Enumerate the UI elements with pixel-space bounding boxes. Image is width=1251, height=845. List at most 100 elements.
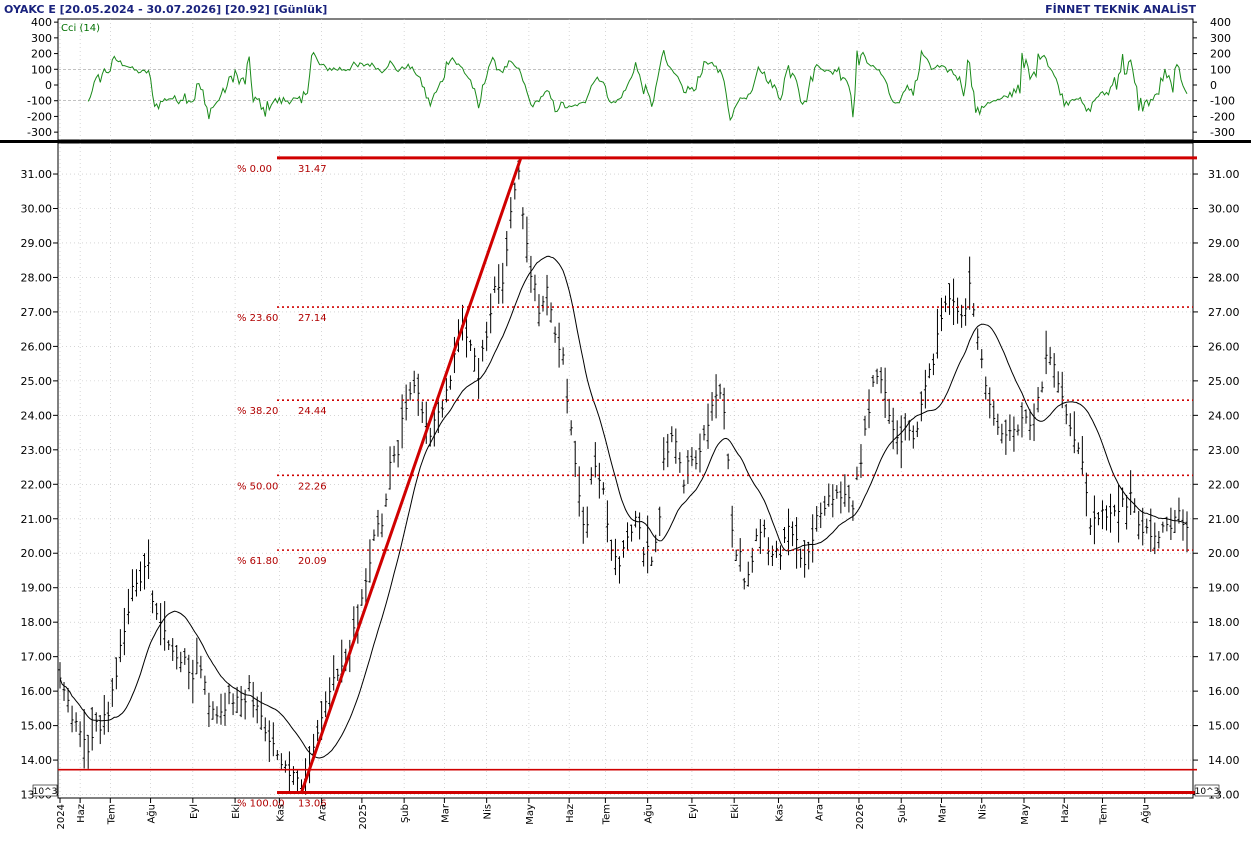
price-tick-label-right: 22.00 <box>1208 478 1240 491</box>
indicator-tick-label-left: -100 <box>27 95 52 108</box>
price-tick-label-right: 23.00 <box>1208 444 1240 457</box>
price-tick-label-right: 19.00 <box>1208 582 1240 595</box>
price-tick-label-left: 28.00 <box>21 271 53 284</box>
indicator-tick-label-right: -300 <box>1210 126 1235 139</box>
x-tick-label: Haz <box>565 804 576 823</box>
price-tick-label-left: 21.00 <box>21 513 53 526</box>
moving-average-line <box>59 255 1188 759</box>
x-tick-label: Eyl <box>688 804 699 819</box>
price-tick-label-right: 24.00 <box>1208 409 1240 422</box>
price-tick-label-right: 29.00 <box>1208 237 1240 250</box>
price-tick-label-left: 18.00 <box>21 616 53 629</box>
fib-value-label: 13.06 <box>298 798 327 809</box>
scale-badge-left: 10^3 <box>33 787 58 797</box>
price-tick-label-left: 25.00 <box>21 375 53 388</box>
pane-separator <box>0 140 1251 143</box>
indicator-pane <box>57 18 1194 141</box>
price-tick-label-left: 14.00 <box>21 754 53 767</box>
indicator-tick-label-right: -100 <box>1210 95 1235 108</box>
price-tick-label-right: 28.00 <box>1208 271 1240 284</box>
x-tick-label: Mar <box>937 803 948 823</box>
price-tick-label-left: 24.00 <box>21 409 53 422</box>
fib-trend-line <box>300 157 523 793</box>
indicator-tick-label-left: -300 <box>27 126 52 139</box>
x-tick-label: Şub <box>897 804 908 823</box>
x-tick-label: Haz <box>76 804 87 823</box>
indicator-tick-label-right: 0 <box>1210 79 1217 92</box>
x-tick-label: Tem <box>1098 804 1109 825</box>
price-tick-label-right: 30.00 <box>1208 203 1240 216</box>
price-tick-label-right: 15.00 <box>1208 720 1240 733</box>
indicator-tick-label-left: 100 <box>31 63 52 76</box>
x-tick-label: Ara <box>815 804 826 821</box>
indicator-grid <box>58 19 1193 140</box>
x-tick-label: Haz <box>1060 804 1071 823</box>
indicator-right-axis: 400 300 200 100 0 -100 -200 -300 <box>1193 16 1235 139</box>
fib-percent-label: % 50.00 <box>237 481 278 492</box>
fib-percent-label: % 100.00 <box>237 798 285 809</box>
x-tick-label: Eyl <box>189 804 200 819</box>
indicator-tick-label-left: 200 <box>31 48 52 61</box>
indicator-label: Cci (14) <box>61 23 100 34</box>
fib-value-label: 24.44 <box>298 406 327 417</box>
price-left-axis: 31.00 30.00 29.00 28.00 27.00 26.00 25.00 24.00… <box>21 168 58 802</box>
indicator-tick-label-right: 100 <box>1210 63 1231 76</box>
x-tick-label: Kas <box>774 804 785 822</box>
x-tick-label: Tem <box>601 804 612 825</box>
fib-value-label: 27.14 <box>298 313 327 324</box>
cci-line <box>87 49 1188 122</box>
x-tick-label: Ağu <box>146 804 158 824</box>
price-tick-label-right: 25.00 <box>1208 375 1240 388</box>
fib-percent-label: % 61.80 <box>237 556 278 567</box>
x-tick-label: Mar <box>440 803 451 823</box>
scale-badge-right: 10^3 <box>1195 787 1220 797</box>
x-tick-label: Ağu <box>1140 804 1152 824</box>
price-tick-label-left: 17.00 <box>21 651 53 664</box>
x-tick-label: Şub <box>400 804 411 823</box>
indicator-tick-label-left: 400 <box>31 16 52 29</box>
x-axis: 2024 Haz Tem Ağu Eyl Eki Kas Ara 2025 Şub Mar Nis Ma… <box>56 798 1152 829</box>
price-right-axis: 31.00 30.00 29.00 28.00 27.00 26.00 25.00 24.00… <box>1193 168 1240 802</box>
indicator-left-axis: 400 300 200 100 0 -100 -200 -300 <box>27 16 58 139</box>
x-tick-label: Eki <box>730 804 741 819</box>
fibonacci-levels: % 0.00 31.47 % 23.60 27.14 % 38.20 24.44 % 50.… <box>58 156 1197 809</box>
x-tick-label: May <box>525 804 536 825</box>
price-tick-label-left: 30.00 <box>21 203 53 216</box>
price-tick-label-left: 22.00 <box>21 478 53 491</box>
fib-value-label: 31.47 <box>298 164 327 175</box>
price-tick-label-left: 16.00 <box>21 685 53 698</box>
fib-percent-label: % 23.60 <box>237 313 278 324</box>
indicator-tick-label-left: 300 <box>31 32 52 45</box>
price-tick-label-right: 31.00 <box>1208 168 1240 181</box>
x-tick-label: Ara <box>318 804 329 821</box>
indicator-tick-label-right: 300 <box>1210 32 1231 45</box>
price-tick-label-right: 27.00 <box>1208 306 1240 319</box>
x-tick-label: Ağu <box>643 804 655 824</box>
fib-value-label: 22.26 <box>298 481 327 492</box>
price-tick-label-left: 31.00 <box>21 168 53 181</box>
price-tick-label-left: 15.00 <box>21 720 53 733</box>
header-title: OYAKC E [20.05.2024 - 30.07.2026] [20.92… <box>4 3 327 16</box>
header-brand: FİNNET TEKNİK ANALİST <box>1045 2 1196 16</box>
indicator-tick-label-right: 200 <box>1210 48 1231 61</box>
price-tick-label-right: 17.00 <box>1208 651 1240 664</box>
indicator-tick-label-left: -200 <box>27 110 52 123</box>
price-tick-label-left: 27.00 <box>21 306 53 319</box>
price-tick-label-left: 26.00 <box>21 340 53 353</box>
x-tick-label: 2025 <box>358 804 369 829</box>
price-tick-label-left: 29.00 <box>21 237 53 250</box>
price-tick-label-left: 20.00 <box>21 547 53 560</box>
price-tick-label-right: 21.00 <box>1208 513 1240 526</box>
x-tick-label: 2024 <box>56 804 67 829</box>
x-tick-label: Tem <box>106 804 117 825</box>
price-tick-label-left: 19.00 <box>21 582 53 595</box>
x-tick-label: Nis <box>483 804 494 819</box>
price-tick-label-right: 20.00 <box>1208 547 1240 560</box>
price-tick-label-left: 23.00 <box>21 444 53 457</box>
fib-value-label: 20.09 <box>298 556 327 567</box>
indicator-tick-label-left: 0 <box>45 79 52 92</box>
scale-badge-left-box <box>32 784 58 797</box>
x-tick-label: Eki <box>231 804 242 819</box>
